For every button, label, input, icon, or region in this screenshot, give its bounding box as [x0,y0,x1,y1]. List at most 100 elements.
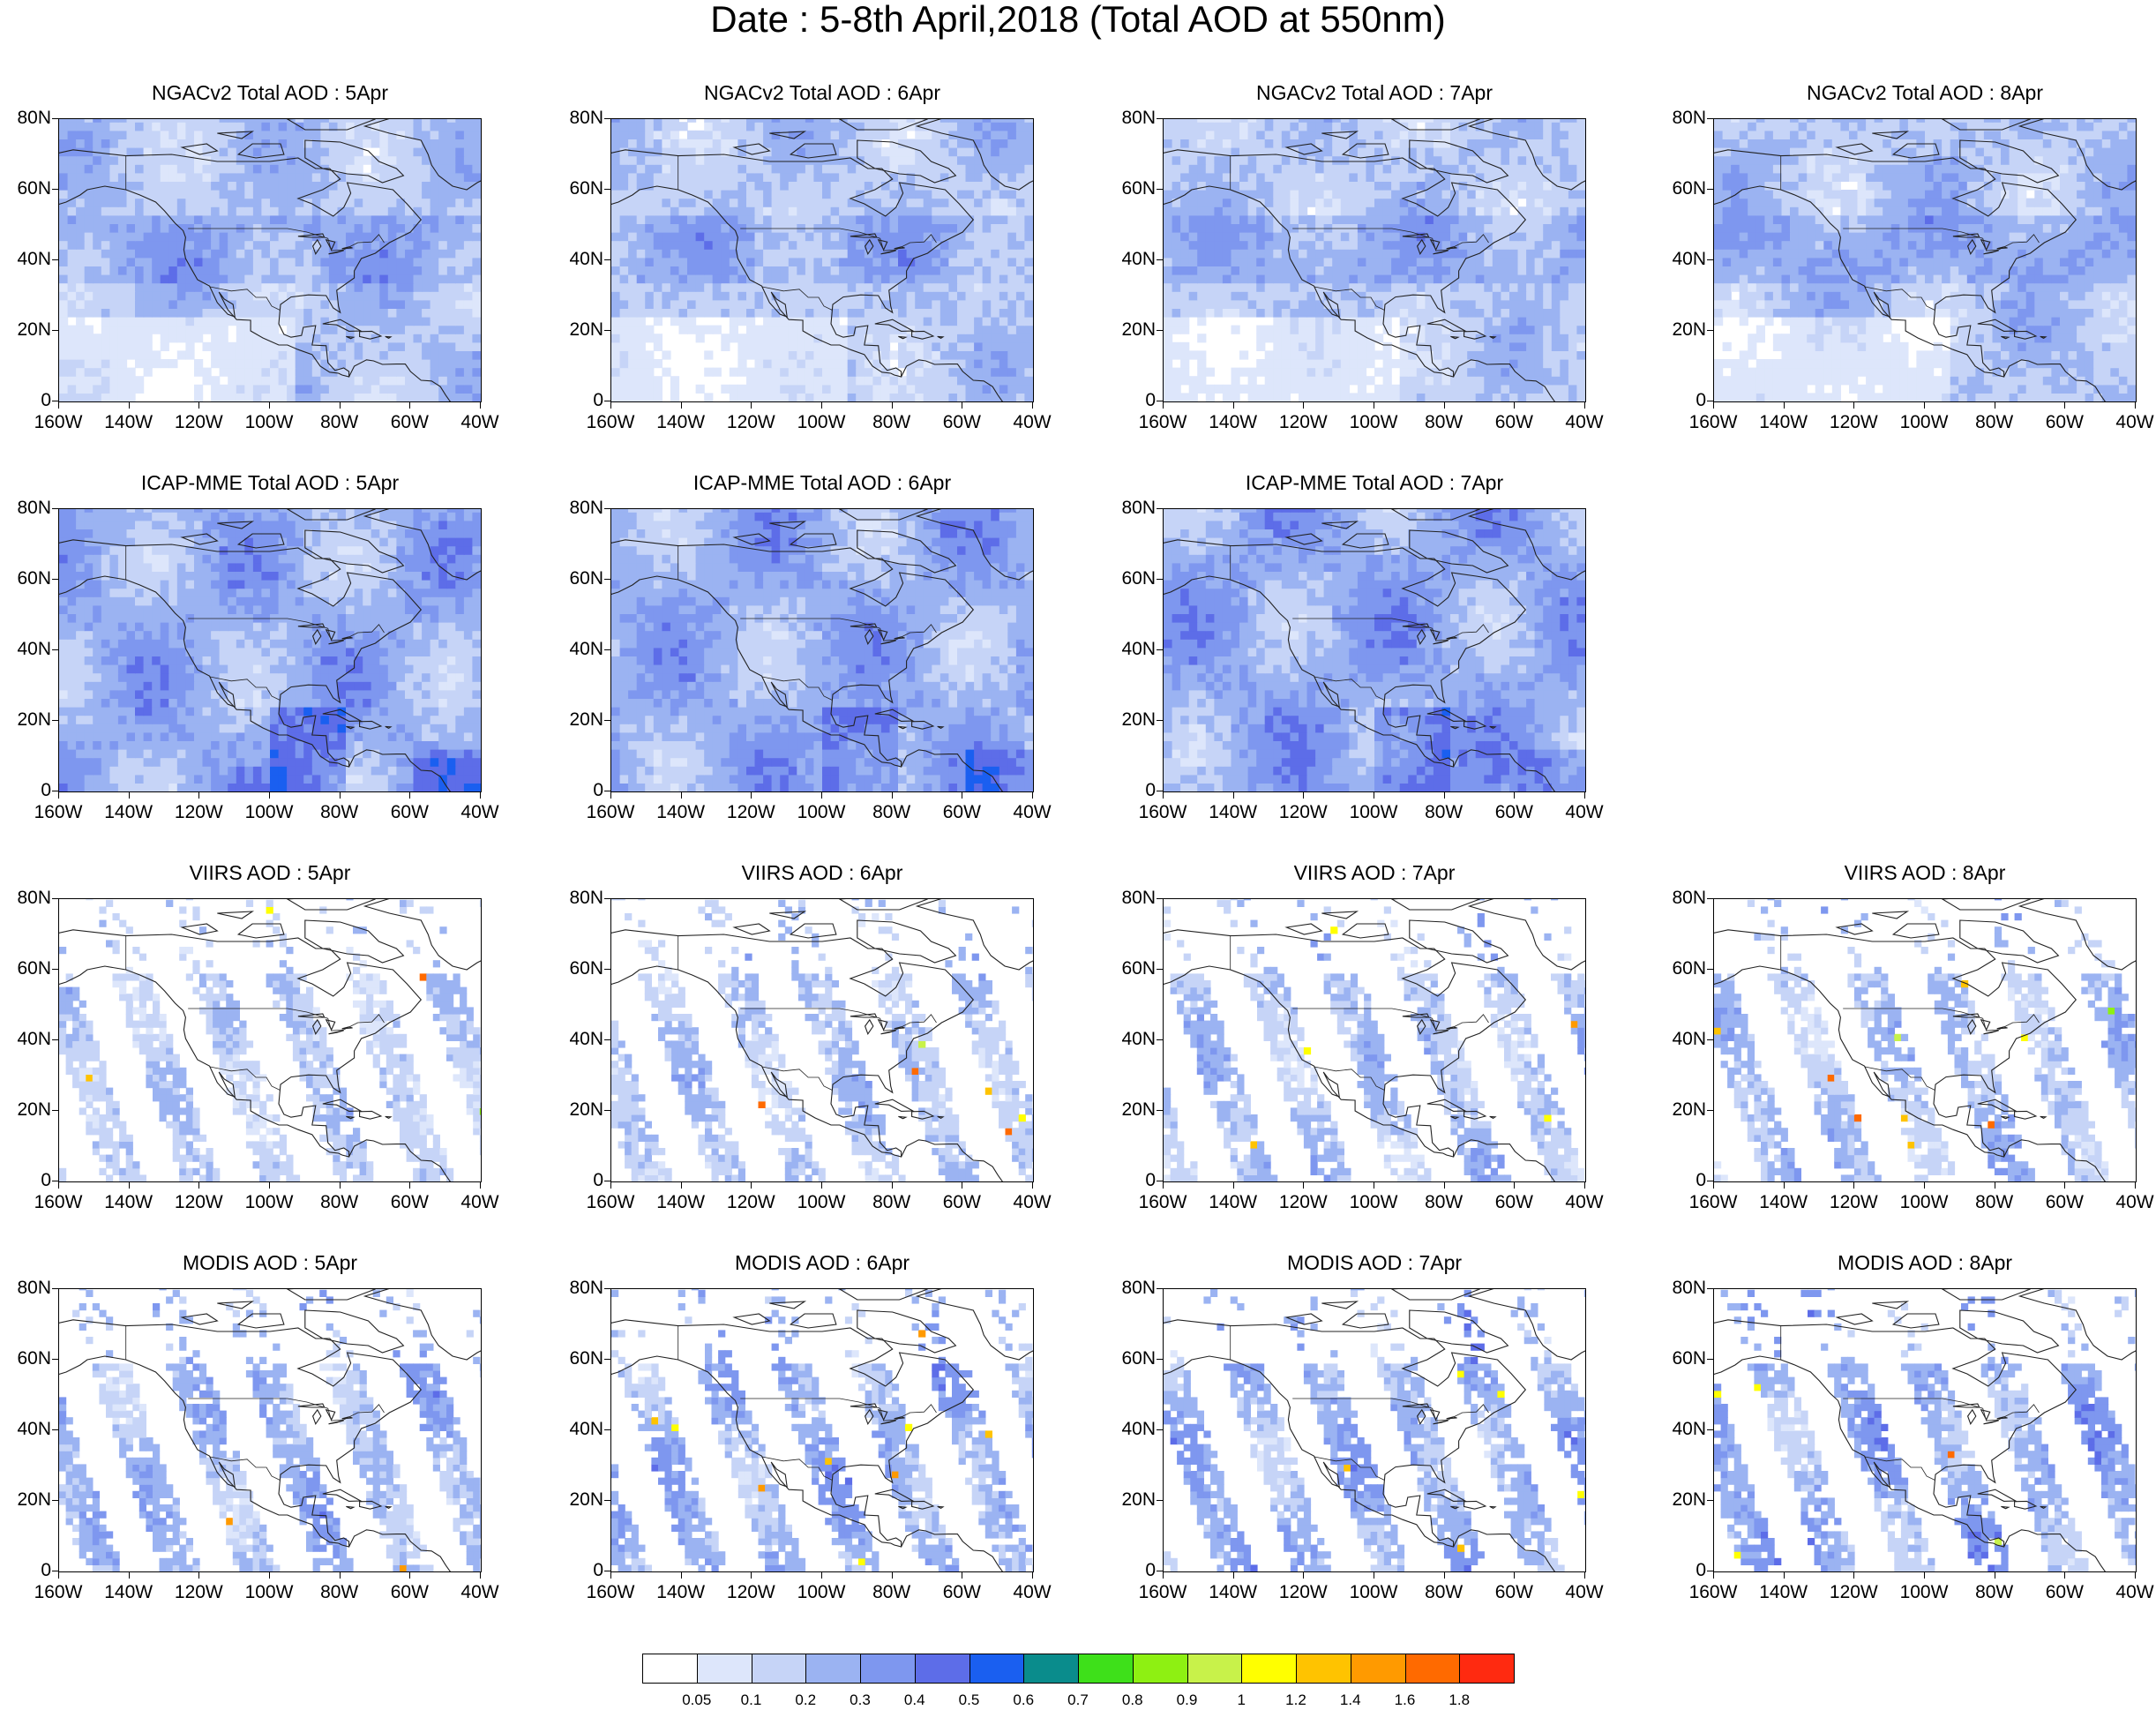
aod-cell [670,130,680,139]
aod-cell [1323,214,1333,224]
aod-cell [278,119,288,123]
aod-cell [1222,257,1232,266]
aod-cell [982,299,992,309]
aod-cell [1425,249,1434,259]
aod-cell [1416,350,1426,360]
aod-cell [1374,232,1384,242]
aod-cell [1188,206,1198,216]
aod-cell [438,139,448,148]
aod-cell [387,139,397,148]
aod-cell [704,223,714,233]
aod-cell [135,130,145,139]
aod-cell [59,376,69,386]
aod-cell [645,274,655,284]
aod-cell [295,274,304,284]
aod-cell [363,325,372,334]
aod-cell [1551,164,1561,174]
aod-cell [746,274,756,284]
aod-cell [932,240,941,250]
aod-cell [1214,299,1224,309]
aod-cell [1467,350,1477,360]
aod-cell [737,232,747,242]
aod-cell [1015,181,1026,191]
aod-cell [662,130,671,139]
aod-cell [1517,291,1527,301]
aod-cell [413,119,423,123]
aod-cell [1450,359,1460,369]
aod-cell [228,240,237,250]
aod-cell [678,223,688,233]
aod-cell [906,317,916,326]
aod-cell [864,308,873,318]
aod-cell [430,122,439,131]
aod-cell [126,181,136,191]
aod-cell [1399,223,1409,233]
aod-cell [261,317,271,326]
aod-cell [1332,155,1342,165]
aod-cell [152,257,161,266]
aod-cell [636,384,646,394]
aod-cell [948,130,958,139]
aod-cell [93,232,102,242]
aod-cell [455,181,465,191]
aod-cell [328,299,339,309]
aod-cell [788,257,797,266]
coastline-path [311,238,322,255]
aod-cell [915,139,925,148]
aod-cell [1007,130,1017,139]
aod-cell [839,139,849,148]
aod-cell [1450,130,1460,139]
aod-cell [628,308,638,318]
aod-cell [872,334,882,343]
aod-cell [1264,249,1274,259]
aod-cell [1315,384,1325,394]
aod-cell [1560,155,1569,165]
aod-cell [1382,325,1392,334]
aod-cell [957,376,967,386]
aod-cell [1281,164,1291,174]
aod-cell [320,249,330,259]
aod-cell [1306,376,1316,386]
aod-cell [1433,190,1443,199]
aod-cell [645,155,655,165]
aod-cell [219,274,228,284]
aod-cell [1315,198,1325,207]
aod-cell [117,119,128,123]
aod-cell [1425,376,1434,386]
aod-cell [84,122,94,131]
aod-cell [948,190,958,199]
aod-cell [653,299,663,309]
aod-cell [1357,249,1367,259]
aod-cell [856,130,865,139]
aod-cell [244,325,254,334]
aod-cell [1239,350,1249,360]
aod-cell [1568,181,1578,191]
aod-cell [932,299,941,309]
aod-cell [168,282,178,292]
aod-cell [1391,232,1401,242]
aod-cell [455,384,465,394]
aod-cell [152,266,161,275]
aod-cell [311,147,321,157]
aod-cell [1306,249,1316,259]
aod-cell [957,240,967,250]
aod-cell [915,274,925,284]
aod-cell [202,190,212,199]
aod-cell [822,223,832,233]
aod-cell [746,341,756,351]
aod-cell [1534,341,1544,351]
aod-cell [974,317,984,326]
aod-cell [1374,257,1384,266]
aod-cell [455,334,465,343]
aod-cell [695,308,705,318]
aod-cell [737,181,747,191]
aod-cell [1264,274,1274,284]
aod-cell [363,282,372,292]
aod-cell [712,164,722,174]
aod-cell [923,240,932,250]
aod-cell [185,181,195,191]
aod-cell [940,257,949,266]
aod-cell [1391,130,1401,139]
aod-cell [311,240,321,250]
aod-cell [611,223,621,233]
